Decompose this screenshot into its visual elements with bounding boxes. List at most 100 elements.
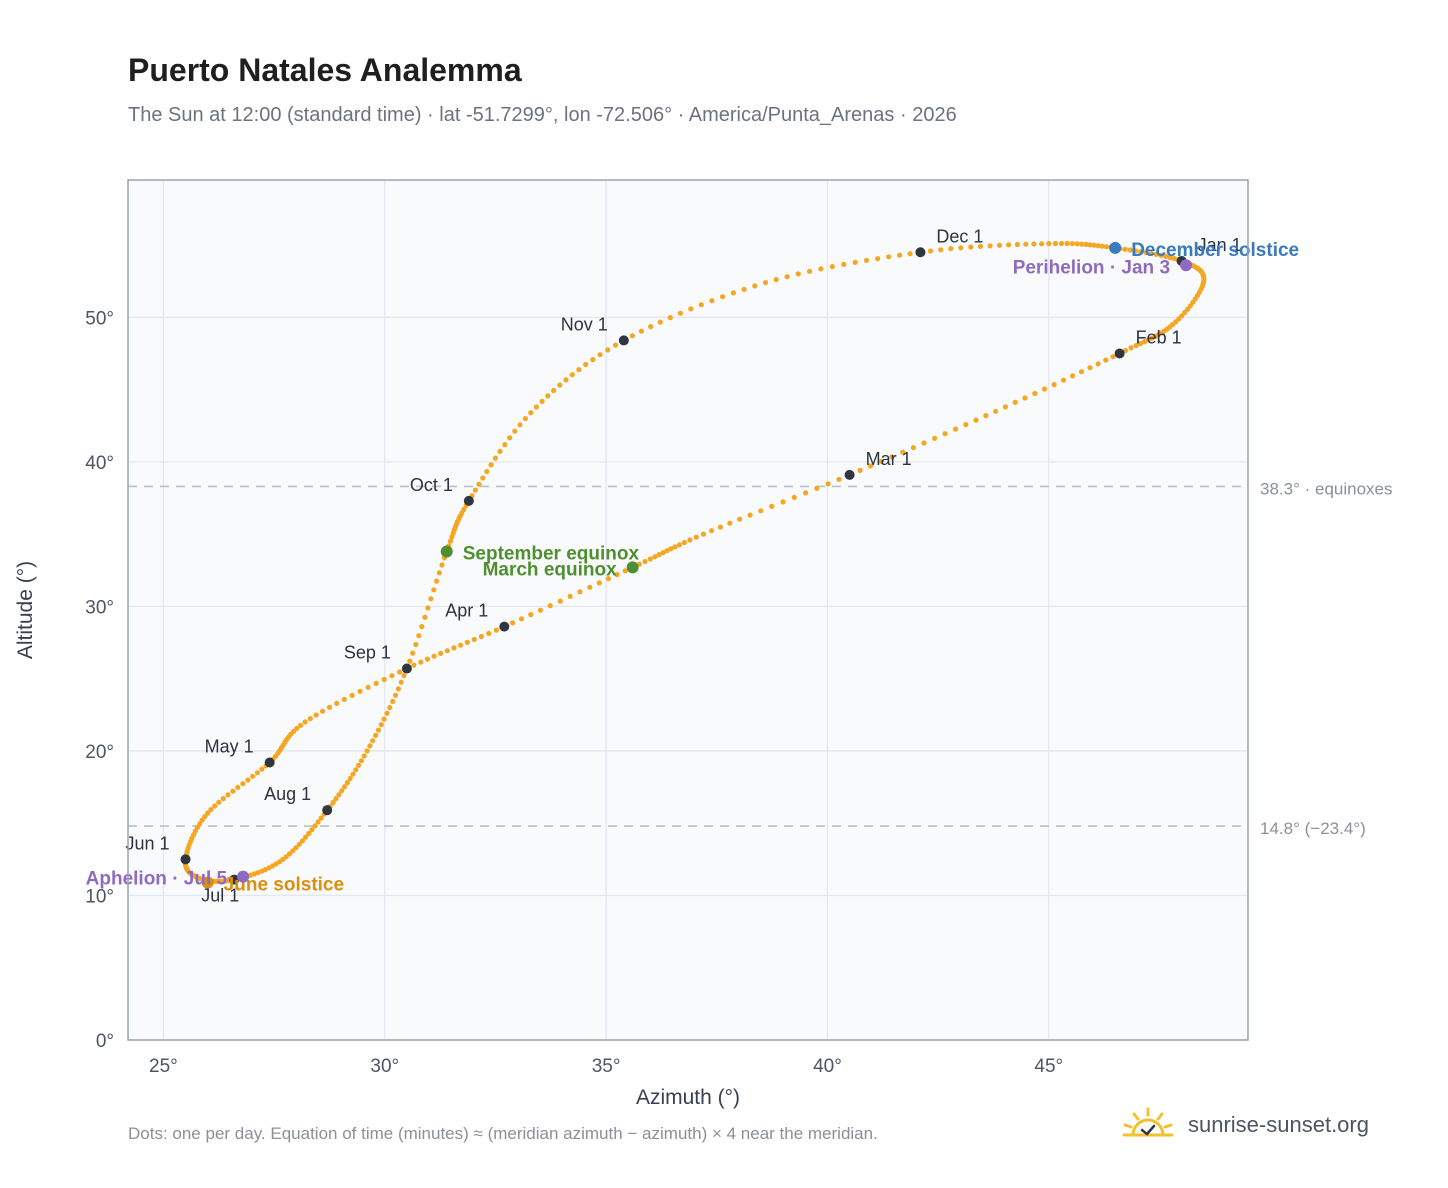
- month-marker-dot: [229, 874, 240, 885]
- daily-dot: [614, 572, 620, 578]
- daily-dot: [365, 684, 371, 690]
- daily-dot: [577, 589, 583, 595]
- daily-dot: [411, 662, 417, 668]
- daily-dot: [1110, 354, 1116, 360]
- daily-dot: [286, 851, 293, 857]
- daily-dot: [235, 784, 241, 791]
- daily-dot: [1060, 377, 1067, 383]
- daily-dot: [668, 546, 674, 552]
- daily-dot: [958, 245, 964, 251]
- daily-dot: [418, 659, 424, 665]
- daily-dot: [758, 508, 764, 514]
- event-marker-label: June solstice: [224, 874, 344, 895]
- daily-dot: [398, 679, 404, 685]
- month-marker-label: Feb 1: [1136, 327, 1182, 347]
- daily-dot: [240, 781, 246, 787]
- daily-dot: [852, 259, 858, 265]
- daily-dot: [424, 656, 431, 662]
- brand[interactable]: sunrise-sunset.org: [1120, 1100, 1369, 1150]
- daily-dot: [841, 261, 847, 267]
- event-marker-dot: [626, 561, 639, 574]
- event-marker-label: Perihelion · Jan 3: [1013, 257, 1170, 278]
- month-marker-label: Dec 1: [936, 226, 983, 246]
- daily-dot: [488, 462, 494, 468]
- daily-dot: [250, 773, 256, 779]
- daily-dot: [605, 576, 612, 582]
- daily-dot: [836, 476, 842, 482]
- daily-dot: [492, 455, 498, 461]
- daily-dot: [952, 426, 959, 432]
- daily-dot: [1099, 243, 1105, 249]
- y-tick-label: 0°: [96, 1031, 114, 1052]
- month-marker-dot: [844, 469, 855, 480]
- daily-dot: [220, 796, 226, 802]
- daily-dot: [1078, 369, 1085, 375]
- daily-dot: [461, 506, 467, 513]
- daily-dot: [910, 445, 917, 451]
- daily-dot: [1052, 240, 1058, 247]
- daily-dot: [517, 422, 523, 428]
- daily-dot: [303, 834, 309, 840]
- daily-dot: [1083, 241, 1089, 247]
- daily-dot: [307, 716, 313, 722]
- daily-dot: [983, 413, 989, 419]
- daily-dot: [762, 280, 769, 286]
- reference-lines: 38.3° · equinoxes 14.8° (−23.4°): [128, 479, 1393, 838]
- daily-dot: [439, 562, 445, 568]
- daily-dot: [660, 550, 666, 556]
- daily-dot: [333, 796, 339, 802]
- daily-dot: [1023, 241, 1029, 247]
- daily-dot: [717, 524, 724, 530]
- daily-dot: [769, 503, 775, 509]
- daily-dot: [436, 570, 442, 576]
- daily-dot: [878, 458, 884, 464]
- daily-dot: [528, 410, 534, 416]
- chart-subtitle: The Sun at 12:00 (standard time) · lat -…: [128, 104, 957, 126]
- daily-dot: [318, 815, 324, 821]
- daily-dot: [557, 382, 563, 388]
- event-marker-dot: [440, 545, 453, 558]
- daily-dot: [339, 788, 345, 794]
- month-marker-dot: [401, 663, 412, 674]
- brand-name[interactable]: sunrise-sunset.org: [1188, 1112, 1369, 1137]
- daily-dot: [293, 845, 299, 851]
- daily-dot: [1051, 382, 1057, 388]
- daily-dot: [306, 830, 312, 837]
- daily-dot: [320, 708, 326, 714]
- daily-dot: [1058, 240, 1065, 247]
- daily-dot: [309, 827, 315, 833]
- daily-dot: [389, 673, 395, 679]
- daily-dot: [803, 490, 809, 496]
- daily-dot: [407, 658, 413, 664]
- daily-dot: [791, 494, 797, 500]
- event-marker-label: Aphelion · Jul 5: [86, 869, 228, 890]
- daily-dot: [438, 650, 444, 657]
- month-marker-dot: [463, 495, 474, 506]
- daily-dot: [806, 268, 813, 274]
- daily-dot: [547, 603, 553, 609]
- daily-dot: [451, 645, 457, 651]
- daily-dot: [1095, 243, 1101, 249]
- x-tick-label: 30°: [370, 1056, 399, 1077]
- daily-dot: [900, 449, 906, 455]
- daily-dot: [545, 393, 551, 399]
- daily-dot: [875, 256, 881, 262]
- daily-dot: [752, 283, 758, 289]
- chart-title: Puerto Natales Analemma: [128, 52, 522, 88]
- daily-dot: [478, 633, 484, 640]
- month-marker-dot: [264, 757, 275, 768]
- daily-dot: [1158, 252, 1164, 258]
- daily-dot: [907, 251, 913, 257]
- daily-dot: [326, 704, 333, 710]
- daily-dot: [1153, 251, 1159, 257]
- daily-dot: [364, 748, 370, 754]
- daily-dot: [583, 361, 589, 368]
- reference-line-label: 38.3° · equinoxes: [1260, 479, 1393, 498]
- daily-dot: [444, 648, 450, 654]
- daily-dot: [205, 810, 211, 816]
- daily-dot: [938, 247, 944, 253]
- daily-dot: [886, 254, 892, 260]
- daily-dot: [296, 841, 302, 847]
- daily-dot: [419, 624, 425, 630]
